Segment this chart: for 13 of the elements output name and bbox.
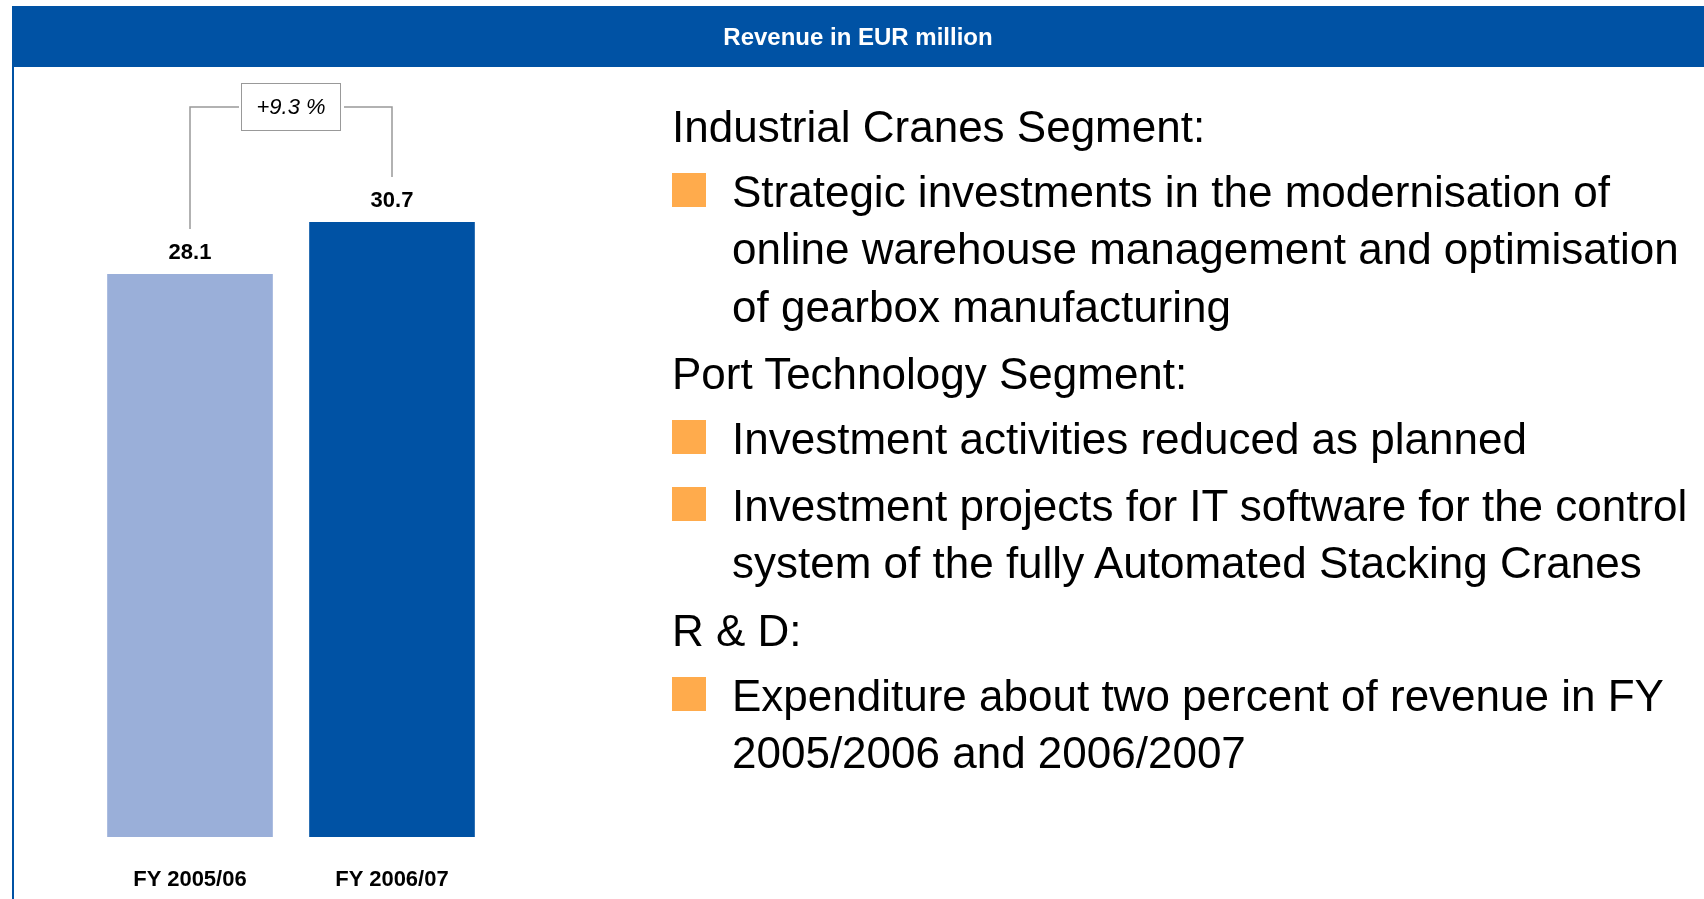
text: Investment activities reduced as planned <box>732 412 1527 465</box>
text: +9.3 % <box>256 94 326 120</box>
text: Industrial Cranes Segment: <box>672 101 1207 153</box>
data-label: 30.7 <box>370 186 414 212</box>
text: Revenue in EUR million <box>12 6 1704 67</box>
text: R & D: <box>672 604 803 657</box>
text: Strategic investments in the modernisation of online warehouse management and optimisation of gearbox manufacturing <box>732 166 1680 333</box>
x-tick-label: FY 2005/06 <box>133 865 247 891</box>
x-tick-label: FY 2006/07 <box>335 865 449 891</box>
text: Investment projects for IT software for the control system of the fully Automated Stacking Cranes <box>732 480 1689 590</box>
text: Port Technology Segment: <box>672 347 1189 400</box>
data-label: 28.1 <box>168 238 212 264</box>
text: Expenditure about two percent of revenue in FY 2005/2006 and 2006/2007 <box>732 669 1665 779</box>
